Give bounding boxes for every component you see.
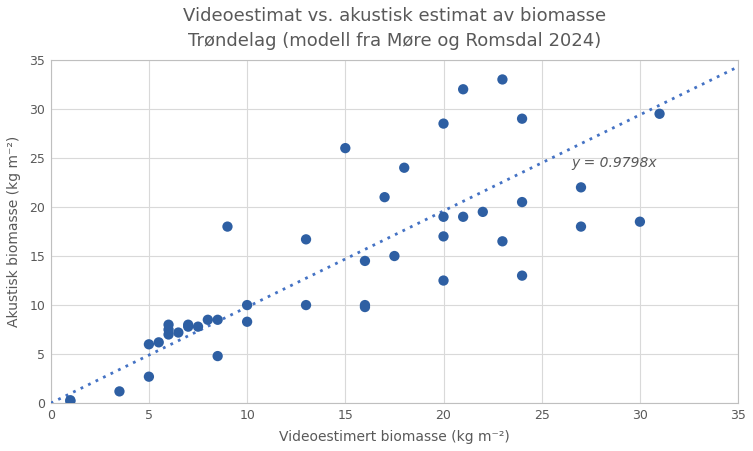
Point: [437, 233, 450, 240]
Point: [575, 184, 587, 191]
Point: [516, 272, 528, 279]
X-axis label: Videoestimert biomasse (kg m⁻²): Videoestimert biomasse (kg m⁻²): [279, 430, 510, 444]
Point: [496, 238, 508, 245]
Point: [182, 323, 194, 330]
Point: [114, 388, 126, 395]
Point: [359, 258, 371, 265]
Point: [300, 301, 312, 308]
Point: [163, 326, 175, 333]
Point: [634, 218, 646, 226]
Point: [153, 339, 165, 346]
Point: [575, 223, 587, 230]
Text: y = 0.9798x: y = 0.9798x: [572, 156, 657, 170]
Point: [398, 164, 410, 171]
Point: [221, 223, 233, 230]
Point: [212, 353, 224, 360]
Point: [143, 373, 155, 380]
Point: [359, 304, 371, 311]
Point: [457, 86, 469, 93]
Point: [516, 198, 528, 206]
Point: [182, 321, 194, 328]
Point: [437, 120, 450, 127]
Point: [437, 277, 450, 284]
Point: [241, 318, 253, 325]
Point: [654, 110, 666, 117]
Point: [379, 193, 391, 201]
Point: [64, 398, 76, 405]
Point: [202, 316, 214, 323]
Point: [300, 236, 312, 243]
Point: [192, 323, 204, 330]
Point: [163, 321, 175, 328]
Point: [359, 301, 371, 308]
Point: [516, 115, 528, 122]
Point: [389, 253, 401, 260]
Point: [496, 76, 508, 83]
Point: [64, 396, 76, 404]
Point: [437, 213, 450, 221]
Point: [241, 301, 253, 308]
Point: [143, 341, 155, 348]
Point: [212, 316, 224, 323]
Point: [163, 331, 175, 338]
Y-axis label: Akustisk biomasse (kg m⁻²): Akustisk biomasse (kg m⁻²): [7, 136, 21, 327]
Point: [457, 213, 469, 221]
Point: [477, 208, 489, 216]
Title: Videoestimat vs. akustisk estimat av biomasse
Trøndelag (modell fra Møre og Roms: Videoestimat vs. akustisk estimat av bio…: [183, 7, 606, 50]
Point: [172, 329, 184, 336]
Point: [340, 144, 352, 152]
